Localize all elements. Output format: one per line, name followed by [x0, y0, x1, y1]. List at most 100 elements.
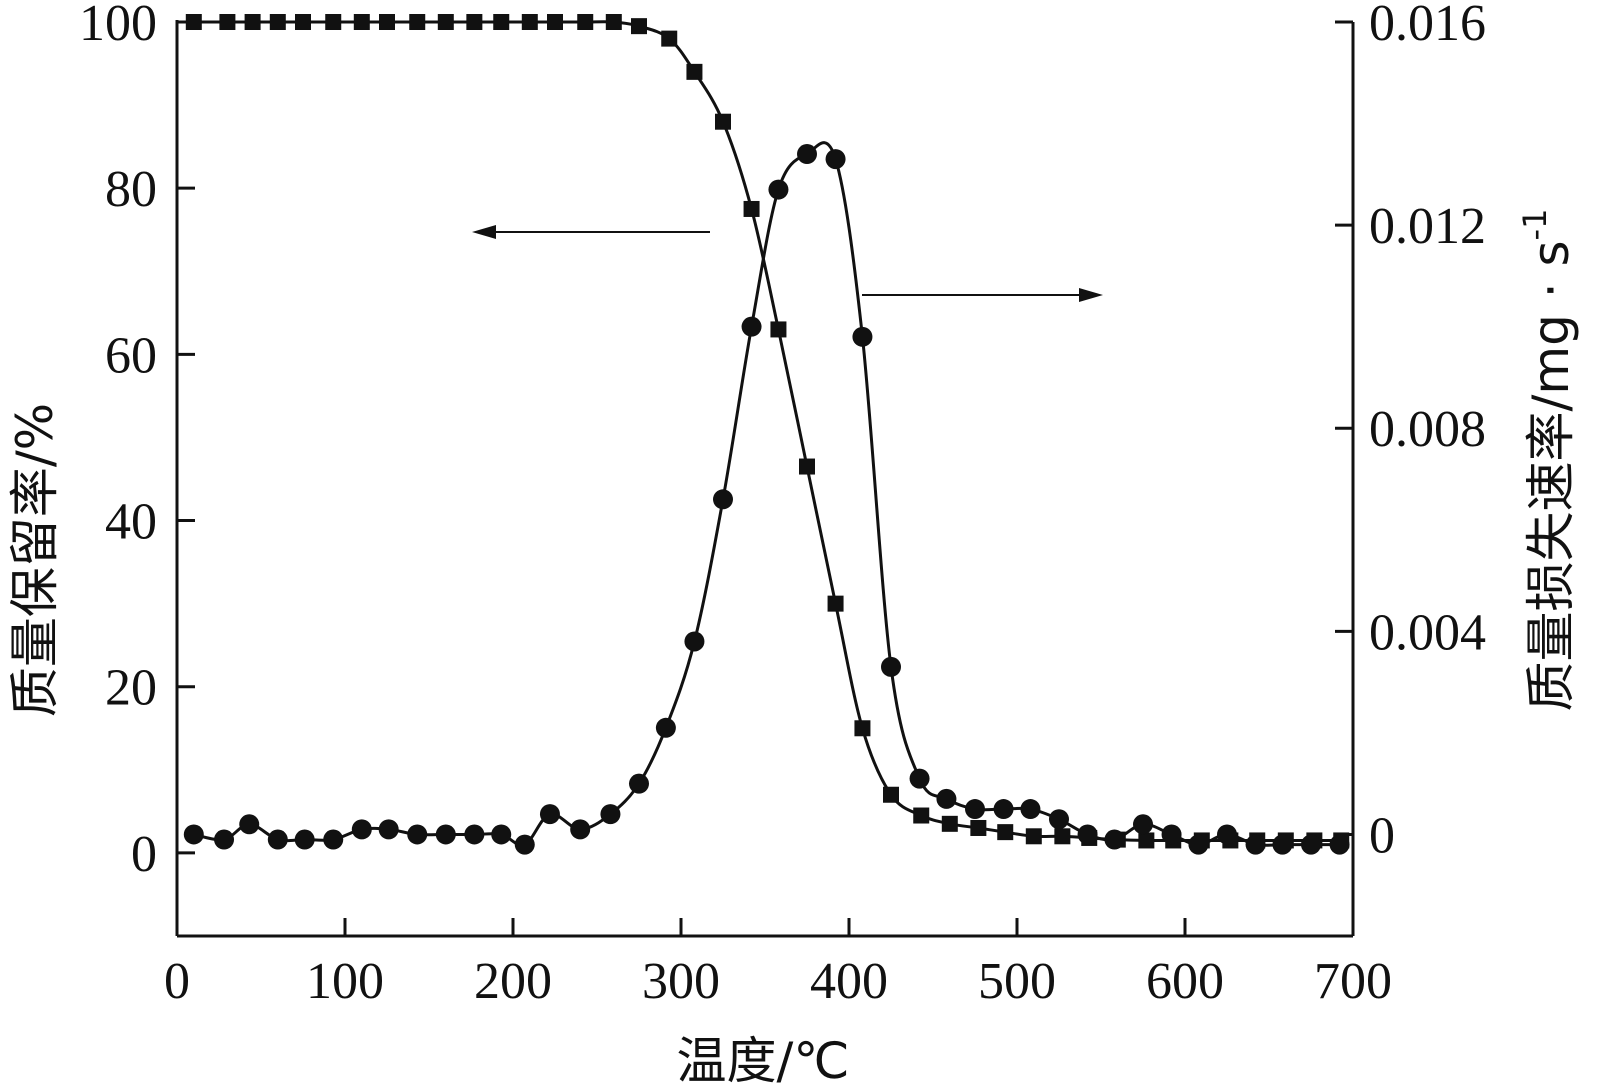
arrow-right-series: [862, 288, 1103, 302]
mass-loss-rate-point: [323, 829, 344, 850]
mass-retention-point: [325, 14, 342, 30]
x-tick-label: 400: [810, 953, 888, 1010]
mass-retention-point: [577, 14, 594, 30]
x-tick-label: 200: [474, 953, 552, 1010]
y-left-tick-label: 100: [79, 0, 157, 52]
arrow-left-series: [472, 225, 710, 239]
mass-loss-rate-point: [407, 824, 428, 845]
mass-retention-point: [854, 720, 871, 737]
mass-retention-point: [997, 824, 1014, 841]
y-left-tick-label: 80: [105, 161, 157, 218]
mass-retention-point: [661, 30, 678, 47]
mass-loss-rate-point: [1272, 834, 1293, 855]
y-right-tick-label: 0: [1369, 807, 1395, 864]
mass-retention-point: [715, 113, 731, 130]
mass-retention-point: [631, 18, 647, 35]
y-right-tick-label: 0.016: [1369, 0, 1486, 52]
mass-retention-point: [743, 200, 760, 217]
mass-retention-point: [437, 14, 454, 30]
series-line-mass-loss-rate: [193, 141, 1340, 847]
mass-loss-rate-point: [378, 819, 399, 840]
mass-loss-rate-point: [768, 179, 789, 200]
mass-retention-point: [799, 458, 815, 475]
mass-loss-rate-point: [214, 829, 235, 850]
right-y-axis-title-text: 质量损失速率/mg · s: [1522, 240, 1580, 711]
mass-loss-rate-point: [294, 829, 315, 850]
mass-loss-rate-point: [1329, 834, 1350, 855]
mass-loss-rate-point: [539, 804, 560, 825]
mass-retention-point: [185, 14, 202, 30]
mass-retention-point: [353, 14, 370, 30]
mass-loss-rate-point: [239, 814, 260, 835]
series-lines: [193, 20, 1342, 847]
mass-loss-rate-point: [1245, 834, 1266, 855]
x-axis-title: 温度/℃: [677, 1032, 850, 1089]
mass-loss-rate-point: [267, 829, 288, 850]
mass-loss-rate-point: [435, 824, 456, 845]
mass-retention-point: [466, 14, 483, 30]
mass-retention-point: [1025, 828, 1042, 845]
mass-loss-rate-point: [1161, 824, 1182, 845]
mass-loss-rate-point: [993, 799, 1014, 820]
y-left-tick-label: 20: [105, 660, 157, 717]
mass-retention-point: [970, 819, 987, 836]
mass-loss-rate-point: [1301, 834, 1321, 855]
x-tick-label: 600: [1146, 953, 1224, 1010]
mass-retention-point: [605, 14, 622, 30]
mass-loss-rate-point: [655, 717, 676, 738]
mass-retention-point: [883, 786, 899, 803]
mass-loss-rate-point: [1133, 814, 1153, 835]
mass-retention-point: [686, 63, 703, 80]
series-markers: [183, 14, 1350, 855]
mass-retention-point: [1138, 832, 1155, 849]
mass-loss-rate-point: [881, 656, 901, 677]
mass-loss-rate-point: [183, 824, 204, 845]
mass-retention-point: [547, 14, 563, 30]
mass-loss-rate-point: [1049, 809, 1069, 830]
mass-loss-rate-point: [797, 144, 817, 165]
mass-loss-rate-point: [514, 834, 535, 855]
mass-retention-point: [295, 14, 311, 30]
mass-retention-point: [1054, 828, 1071, 845]
mass-loss-rate-point: [1104, 829, 1125, 850]
y-left-tick-label: 60: [105, 327, 157, 384]
x-tick-label: 500: [978, 953, 1056, 1010]
mass-loss-rate-point: [936, 788, 957, 809]
mass-loss-rate-point: [684, 631, 705, 652]
mass-loss-rate-point: [491, 824, 512, 845]
mass-loss-rate-point: [570, 819, 591, 840]
mass-loss-rate-point: [1188, 834, 1209, 855]
mass-retention-point: [269, 14, 286, 30]
y-right-tick-label: 0.012: [1369, 198, 1486, 255]
axis-ticks: 0 100 200 300 400 500 600 700 0 20 40 60 80 100 0 0.004…: [79, 0, 1486, 1010]
mass-loss-rate-point: [965, 799, 985, 820]
mass-loss-rate-point: [1217, 824, 1237, 845]
arrow-right-head: [1079, 288, 1103, 302]
mass-loss-rate-point: [909, 768, 930, 789]
mass-retention-point: [244, 14, 261, 30]
x-tick-label: 700: [1314, 953, 1392, 1010]
y-left-tick-label: 0: [131, 826, 157, 883]
mass-loss-rate-point: [629, 773, 649, 794]
x-tick-label: 300: [642, 953, 720, 1010]
mass-loss-rate-point: [713, 489, 733, 510]
mass-retention-point: [521, 14, 538, 30]
mass-retention-point: [770, 321, 787, 338]
mass-retention-point: [941, 815, 958, 832]
series-line-mass-retention: [193, 20, 1342, 843]
x-tick-label: 0: [164, 953, 190, 1010]
arrow-left-head: [472, 225, 496, 239]
mass-retention-point: [219, 14, 236, 30]
mass-loss-rate-point: [1020, 799, 1041, 820]
y-right-tick-label: 0.008: [1369, 401, 1486, 458]
y-left-tick-label: 40: [105, 494, 157, 551]
mass-retention-point: [493, 14, 510, 30]
mass-loss-rate-point: [741, 316, 762, 337]
mass-loss-rate-point: [351, 819, 372, 840]
right-y-axis-title-group: 质量损失速率/mg · s-1: [1516, 209, 1580, 712]
y-right-tick-label: 0.004: [1369, 604, 1486, 661]
mass-retention-point: [827, 595, 844, 612]
right-y-axis-title: 质量损失速率/mg · s-1: [1516, 209, 1580, 712]
right-y-axis-title-superscript: -1: [1516, 209, 1554, 241]
